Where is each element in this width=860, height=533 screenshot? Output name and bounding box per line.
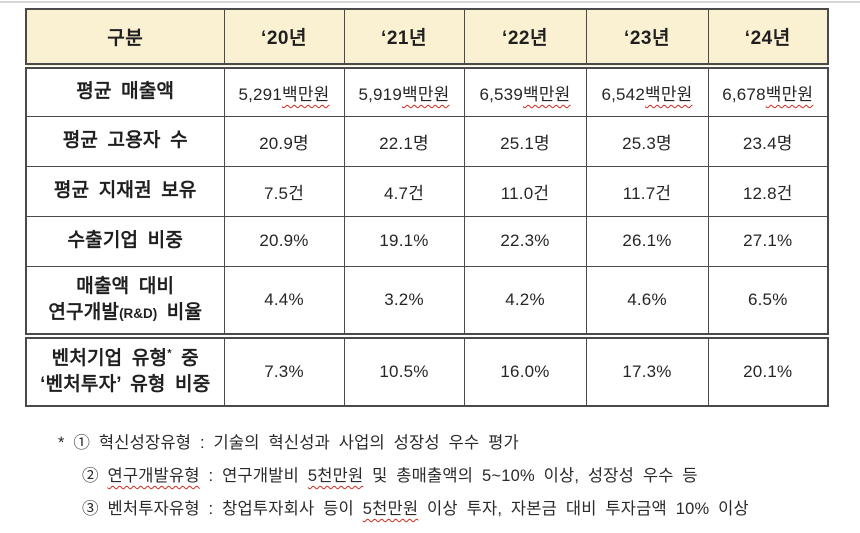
value-cell: 22.3% <box>463 215 587 267</box>
row-label: 평균 지재권 보유 <box>25 165 225 217</box>
top-divider <box>0 1 860 3</box>
value-cell: 20.9명 <box>223 115 345 167</box>
row-label: 수출기업 비중 <box>25 215 225 267</box>
value-cell: 6,678백만원 <box>707 65 829 117</box>
footnotes: * ① 혁신성장유형 : 기술의 혁신성과 사업의 성장성 우수 평가 ② 연구개… <box>58 427 838 526</box>
value-cell: 4.4% <box>223 265 345 337</box>
table-row: 평균 고용자 수 20.9명 22.1명 25.1명 25.3명 23.4명 <box>25 115 829 167</box>
footnote-line: ③ 벤처투자유형 : 창업투자회사 등이 5천만원 이상 투자, 자본금 대비 … <box>82 500 749 518</box>
column-header-year-24: ‘24년 <box>707 8 829 69</box>
value-cell: 7.5건 <box>223 165 345 217</box>
value-cell: 4.6% <box>585 265 709 337</box>
row-label: 매출액 대비 연구개발(R&D) 비율 <box>25 265 225 337</box>
row-label: 벤처기업 유형* 중 ‘벤처투자’ 유형 비중 <box>25 333 225 407</box>
column-header-year-23: ‘23년 <box>585 8 709 69</box>
footnote-line: ② 연구개발유형 : 연구개발비 5천만원 및 총매출액의 5~10% 이상, … <box>82 467 698 485</box>
value-cell: 19.1% <box>343 215 465 267</box>
column-header-year-21: ‘21년 <box>343 8 465 69</box>
table-row: 평균 지재권 보유 7.5건 4.7건 11.0건 11.7건 12.8건 <box>25 165 829 217</box>
value-cell: 4.7건 <box>343 165 465 217</box>
value-cell: 23.4명 <box>707 115 829 167</box>
table-row: 평균 매출액 5,291백만원 5,919백만원 6,539백만원 6,542백만원 6,… <box>25 65 829 117</box>
value-cell: 26.1% <box>585 215 709 267</box>
table-row: 벤처기업 유형* 중 ‘벤처투자’ 유형 비중 7.3% 10.5% 16.0% 17.3… <box>25 333 829 407</box>
value-cell: 20.9% <box>223 215 345 267</box>
value-cell: 6,539백만원 <box>463 65 587 117</box>
value-cell: 5,919백만원 <box>343 65 465 117</box>
value-cell: 20.1% <box>707 333 829 407</box>
value-cell: 25.3명 <box>585 115 709 167</box>
column-header-year-20: ‘20년 <box>223 8 345 69</box>
value-cell: 7.3% <box>223 333 345 407</box>
header-row: 구분 ‘20년 ‘21년 ‘22년 ‘23년 ‘24년 <box>25 8 829 69</box>
value-cell: 25.1명 <box>463 115 587 167</box>
footnote-line: * ① 혁신성장유형 : 기술의 혁신성과 사업의 성장성 우수 평가 <box>58 434 519 452</box>
value-cell: 6.5% <box>707 265 829 337</box>
value-cell: 6,542백만원 <box>585 65 709 117</box>
column-header-year-22: ‘22년 <box>463 8 587 69</box>
value-cell: 4.2% <box>463 265 587 337</box>
row-label: 평균 고용자 수 <box>25 115 225 167</box>
table-row: 매출액 대비 연구개발(R&D) 비율 4.4% 3.2% 4.2% 4.6% 6.5% <box>25 265 829 337</box>
table-row: 수출기업 비중 20.9% 19.1% 22.3% 26.1% 27.1% <box>25 215 829 267</box>
value-cell: 5,291백만원 <box>223 65 345 117</box>
column-header-gubun: 구분 <box>25 8 225 69</box>
row-label: 평균 매출액 <box>25 65 225 117</box>
value-cell: 3.2% <box>343 265 465 337</box>
value-cell: 16.0% <box>463 333 587 407</box>
venture-stats-table: 구분 ‘20년 ‘21년 ‘22년 ‘23년 ‘24년 평균 매출액 5,291백… <box>25 8 829 407</box>
value-cell: 22.1명 <box>343 115 465 167</box>
value-cell: 11.7건 <box>585 165 709 217</box>
value-cell: 11.0건 <box>463 165 587 217</box>
value-cell: 27.1% <box>707 215 829 267</box>
value-cell: 12.8건 <box>707 165 829 217</box>
value-cell: 10.5% <box>343 333 465 407</box>
value-cell: 17.3% <box>585 333 709 407</box>
